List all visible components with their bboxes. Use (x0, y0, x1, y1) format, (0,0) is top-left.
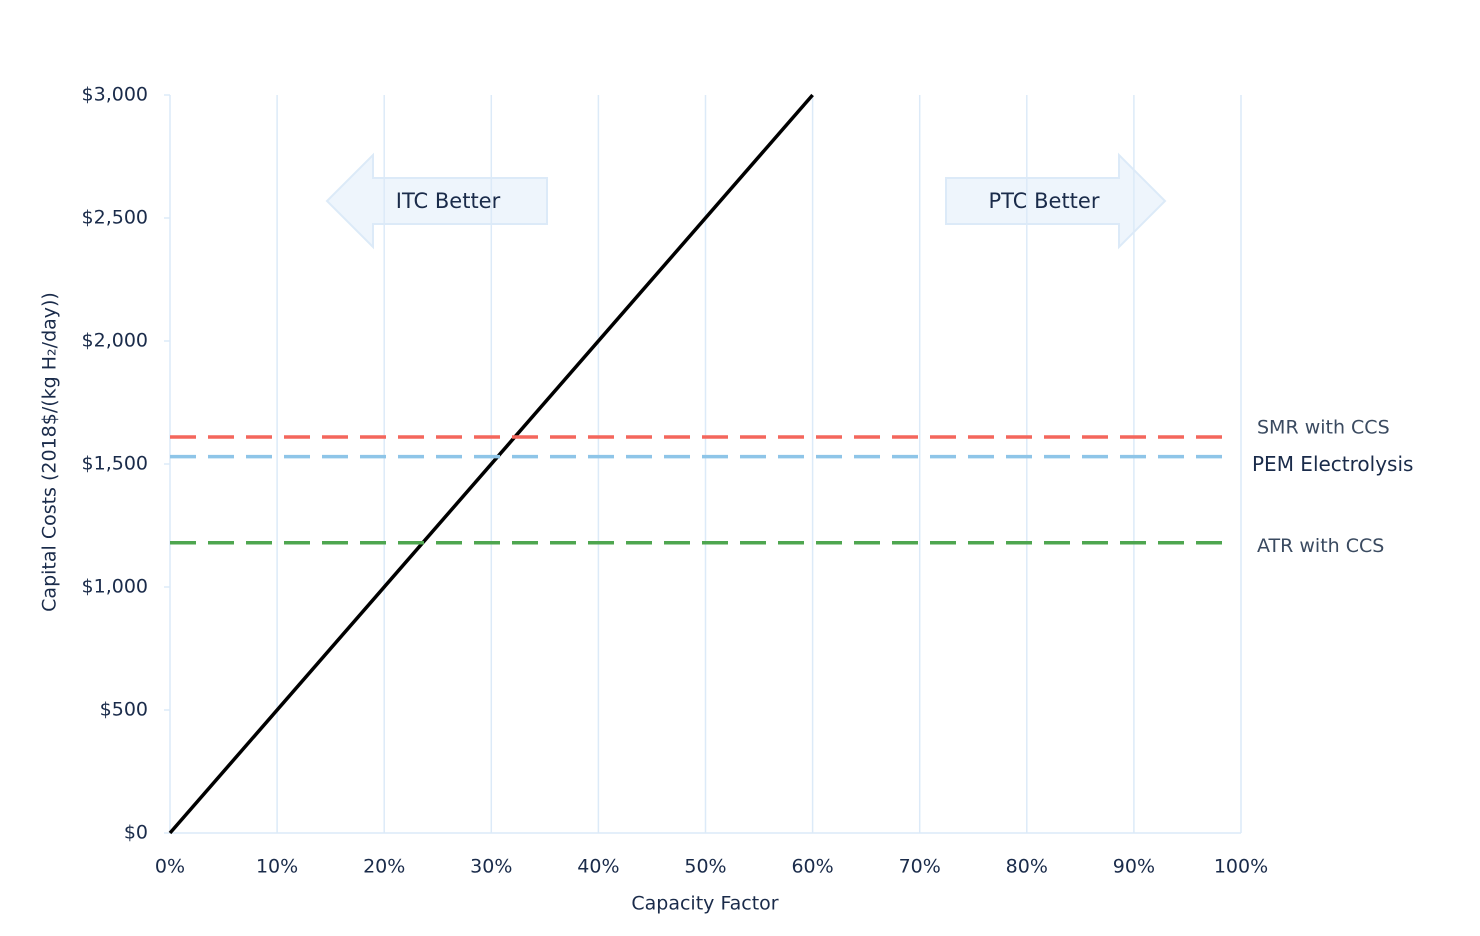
series-label: ATR with CCS (1257, 535, 1384, 557)
ptc-arrow (945, 152, 1167, 250)
series-label: SMR with CCS (1257, 416, 1390, 438)
x-tick-label: 50% (684, 856, 726, 878)
y-tick-label: $1,000 (82, 576, 148, 598)
annotation: PTC Better (989, 189, 1100, 213)
y-axis-label: Capital Costs (2018$/(kg H₂/day)) (39, 292, 61, 612)
y-tick-label: $1,500 (82, 453, 148, 475)
x-tick-label: 60% (791, 856, 833, 878)
y-tick-label: $2,000 (82, 330, 148, 352)
x-tick-label: 90% (1113, 856, 1155, 878)
x-axis-label: Capacity Factor (631, 893, 778, 915)
x-tick-label: 100% (1214, 856, 1268, 878)
annotation: ITC Better (396, 189, 501, 213)
x-tick-label: 80% (1006, 856, 1048, 878)
x-tick-label: 30% (470, 856, 512, 878)
y-tick-label: $3,000 (82, 84, 148, 106)
series-label: PEM Electrolysis (1252, 452, 1413, 476)
x-tick-label: 70% (899, 856, 941, 878)
x-tick-label: 0% (155, 856, 185, 878)
x-tick-label: 40% (577, 856, 619, 878)
x-tick-label: 20% (363, 856, 405, 878)
y-tick-label: $0 (124, 822, 148, 844)
y-tick-label: $2,500 (82, 207, 148, 229)
x-tick-label: 10% (256, 856, 298, 878)
y-tick-label: $500 (100, 699, 148, 721)
series-line (168, 93, 814, 835)
